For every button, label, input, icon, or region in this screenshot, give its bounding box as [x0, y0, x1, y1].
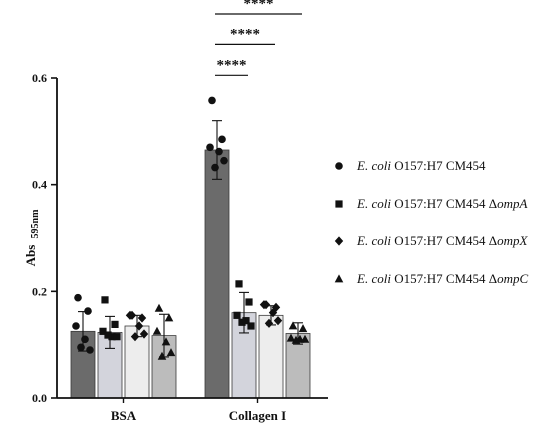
y-tick-label: 0.4 — [32, 178, 47, 192]
significance-label: **** — [244, 0, 274, 12]
significance-label: **** — [230, 26, 260, 42]
data-point — [125, 310, 135, 320]
data-point — [208, 96, 216, 105]
data-point — [113, 333, 121, 341]
data-point — [111, 320, 119, 328]
y-tick-label: 0.2 — [32, 284, 47, 298]
data-point — [235, 280, 243, 288]
data-point — [130, 332, 140, 342]
data-point — [166, 348, 176, 357]
bar — [124, 325, 150, 399]
y-axis-label-subscript: 595nm — [30, 209, 41, 239]
significance-label: **** — [217, 57, 247, 73]
significance-bracket: **** — [215, 26, 275, 46]
data-point — [242, 317, 250, 325]
data-point — [291, 335, 301, 344]
data-point — [101, 296, 109, 304]
data-point — [161, 337, 171, 346]
significance-bracket: **** — [215, 57, 248, 76]
data-point — [84, 307, 92, 315]
data-point — [233, 311, 241, 319]
y-tick-label: 0.6 — [32, 71, 47, 85]
data-point — [152, 326, 162, 335]
legend-marker — [335, 200, 343, 208]
data-point — [247, 322, 255, 330]
legend-label: E. coli O157:H7 CM454 ΔompC — [356, 271, 529, 286]
significance-bracket: **** — [215, 0, 302, 15]
data-point — [164, 313, 174, 322]
data-point — [215, 147, 223, 156]
data-point — [154, 303, 164, 312]
x-category-label: BSA — [111, 408, 137, 423]
significance-brackets: **** **** **** — [215, 0, 302, 76]
y-ticks: 0.0 0.2 0.4 0.6 — [32, 71, 57, 405]
data-point — [264, 318, 274, 328]
data-point — [238, 318, 246, 326]
data-points-layer — [72, 96, 310, 360]
data-point — [259, 300, 269, 310]
legend-item: E. coli O157:H7 CM454 ΔompC — [334, 271, 529, 286]
data-point — [134, 321, 144, 331]
y-axis-label-main: Abs — [23, 245, 38, 267]
data-point — [211, 163, 219, 172]
error-bar — [239, 291, 249, 334]
data-point — [218, 135, 226, 144]
data-point — [108, 333, 116, 341]
data-point — [300, 334, 310, 343]
data-point — [104, 331, 112, 339]
data-point — [288, 321, 298, 330]
legend-item: E. coli O157:H7 CM454 — [335, 158, 486, 173]
legend-item: E. coli O157:H7 CM454 ΔompA — [335, 196, 528, 211]
data-point — [74, 293, 82, 302]
x-category-label: Collagen I — [229, 408, 286, 423]
data-point — [86, 346, 94, 354]
data-point — [273, 316, 283, 326]
data-point — [139, 329, 149, 339]
legend-marker — [335, 162, 343, 170]
y-axis-label: Abs 595nm — [23, 209, 41, 266]
x-category-labels: BSA Collagen I — [111, 398, 286, 423]
bar — [258, 314, 284, 399]
data-point — [137, 313, 147, 323]
data-point — [206, 143, 214, 152]
data-point — [220, 156, 228, 165]
legend-marker — [334, 236, 344, 246]
data-point — [99, 327, 107, 335]
data-point — [157, 351, 167, 360]
legend-item: E. coli O157:H7 CM454 ΔompX — [334, 233, 529, 248]
y-tick-label: 0.0 — [32, 391, 47, 405]
axes-layer — [56, 78, 328, 399]
data-point — [81, 335, 89, 344]
data-point — [268, 308, 278, 318]
data-point — [298, 324, 308, 333]
data-point — [77, 343, 85, 352]
data-point — [245, 298, 253, 306]
legend: E. coli O157:H7 CM454 E. coli O157:H7 CM4… — [334, 158, 529, 286]
legend-marker — [334, 274, 344, 283]
data-point — [286, 333, 296, 342]
legend-label: E. coli O157:H7 CM454 ΔompA — [356, 196, 528, 211]
bar — [204, 149, 230, 399]
data-point — [72, 322, 80, 330]
legend-label: E. coli O157:H7 CM454 — [356, 158, 486, 173]
legend-label: E. coli O157:H7 CM454 ΔompX — [356, 233, 529, 248]
bars-layer — [70, 149, 311, 399]
